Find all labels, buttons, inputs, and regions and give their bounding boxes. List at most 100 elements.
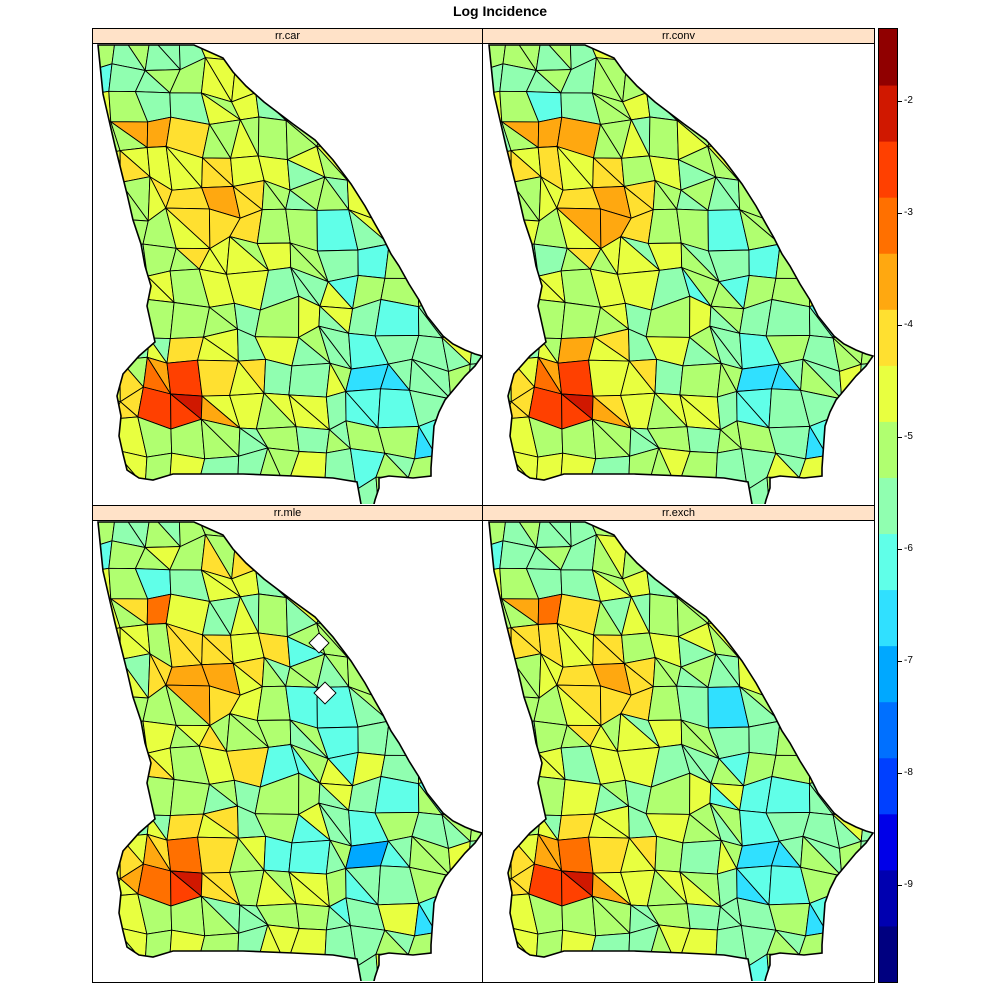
county-polygon <box>346 522 391 540</box>
county-polygon <box>686 426 721 454</box>
county-polygon <box>801 190 837 218</box>
county-polygon <box>408 541 440 577</box>
county-polygon <box>736 537 782 566</box>
county-polygon <box>254 45 297 73</box>
county-polygon <box>345 60 391 89</box>
color-key-tick-label: -4 <box>904 319 913 331</box>
county-polygon <box>407 595 446 628</box>
county-polygon <box>648 481 684 504</box>
county-polygon <box>98 334 121 368</box>
county-polygon <box>355 145 382 193</box>
county-polygon <box>253 522 296 543</box>
county-polygon <box>473 522 482 550</box>
county-polygon <box>98 895 114 927</box>
county-polygon <box>345 594 378 634</box>
county-polygon <box>472 968 482 981</box>
county-polygon <box>98 390 115 426</box>
county-polygon <box>801 247 842 280</box>
county-polygon <box>868 236 873 274</box>
county-polygon <box>826 45 869 72</box>
county-polygon <box>858 899 873 926</box>
county-polygon <box>830 479 869 504</box>
county-polygon <box>863 968 873 981</box>
county-polygon <box>438 570 481 600</box>
county-polygon <box>647 208 682 244</box>
county-polygon <box>489 925 499 969</box>
county-polygon <box>237 475 270 504</box>
county-polygon <box>799 537 831 573</box>
county-polygon <box>410 213 445 250</box>
county-polygon <box>375 564 414 606</box>
county-polygon <box>169 301 211 340</box>
county-polygon <box>355 622 382 670</box>
county-polygon <box>489 390 512 420</box>
county-polygon <box>295 426 330 454</box>
county-polygon <box>868 205 873 243</box>
county-polygon <box>715 537 740 566</box>
county-polygon <box>830 118 871 164</box>
color-key-tick-label: -6 <box>904 543 913 555</box>
county-polygon <box>867 267 873 307</box>
county-polygon <box>737 118 768 156</box>
county-polygon <box>468 532 482 575</box>
county-polygon <box>835 148 859 189</box>
county-polygon <box>489 309 512 341</box>
county-polygon <box>685 540 714 575</box>
county-polygon <box>859 774 873 809</box>
county-polygon <box>737 522 782 540</box>
county-polygon <box>169 929 206 963</box>
color-key-band <box>879 141 897 198</box>
county-polygon <box>468 744 482 785</box>
county-polygon <box>829 93 872 123</box>
county-polygon <box>798 954 832 981</box>
county-polygon <box>439 713 479 746</box>
county-polygon <box>315 594 357 624</box>
county-polygon <box>685 63 717 94</box>
county-polygon <box>437 567 480 600</box>
county-polygon <box>676 477 719 504</box>
county-polygon <box>257 958 293 981</box>
color-key-tick <box>897 325 902 327</box>
county-polygon <box>737 595 768 633</box>
county-missing <box>313 681 337 705</box>
county-polygon <box>376 603 410 634</box>
county-polygon <box>467 422 482 449</box>
color-key-tick-label: -7 <box>904 655 913 667</box>
county-polygon <box>375 953 410 981</box>
color-key-band <box>879 869 897 927</box>
county-polygon <box>439 118 480 164</box>
county-polygon <box>98 309 121 341</box>
county-polygon <box>407 954 441 981</box>
county-polygon <box>489 836 512 880</box>
county-polygon <box>706 594 748 624</box>
county-polygon <box>98 181 121 220</box>
county-polygon <box>801 724 842 757</box>
county-polygon <box>737 87 769 129</box>
county-polygon <box>285 573 331 600</box>
county-polygon <box>767 86 801 128</box>
county-polygon <box>321 539 349 571</box>
county-polygon <box>827 537 869 573</box>
county-polygon <box>857 421 873 453</box>
county-polygon <box>257 593 288 638</box>
county-polygon <box>376 61 414 100</box>
county-polygon <box>408 94 442 129</box>
county-polygon <box>98 957 110 981</box>
county-polygon <box>294 540 326 571</box>
county-polygon <box>801 247 841 268</box>
county-polygon <box>858 387 873 432</box>
county-polygon <box>679 362 722 398</box>
county-polygon <box>857 179 873 221</box>
county-polygon <box>685 540 717 571</box>
county-polygon <box>98 150 121 186</box>
color-key-band <box>879 253 897 310</box>
county-polygon <box>835 625 859 666</box>
panel-strip-label: rr.mle <box>93 506 482 521</box>
county-polygon <box>98 447 114 493</box>
county-polygon <box>560 481 600 504</box>
county-polygon <box>405 603 447 634</box>
county-polygon <box>489 895 505 927</box>
state-border <box>488 44 874 504</box>
county-polygon <box>98 811 121 845</box>
county-polygon <box>416 656 445 692</box>
